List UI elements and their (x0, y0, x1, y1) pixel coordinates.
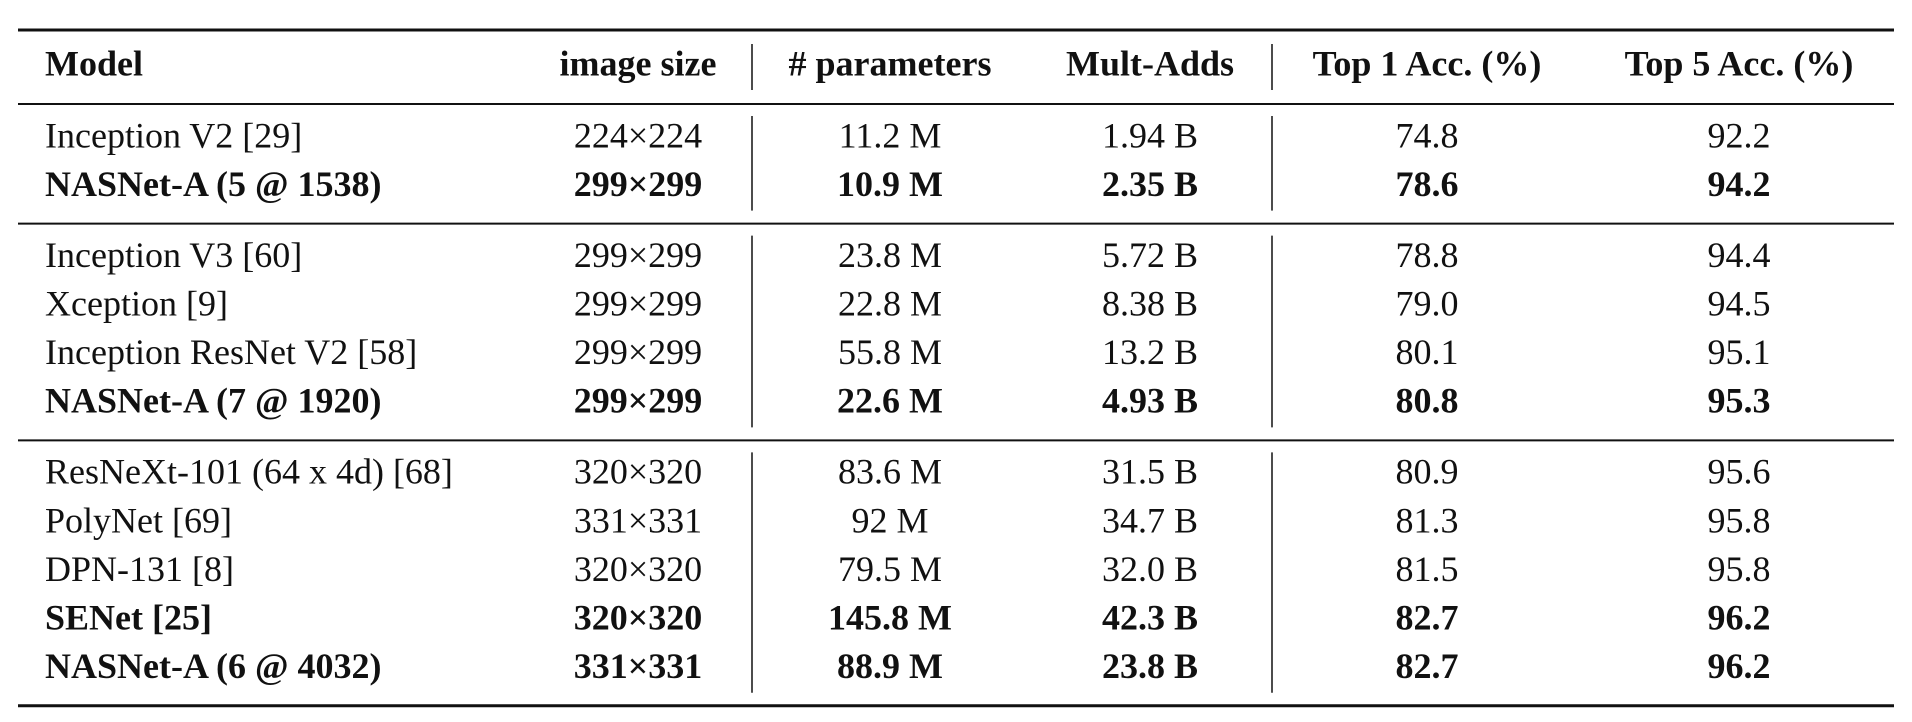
value-cell: 94.5 (1708, 283, 1771, 323)
model-name: DPN-131 [8] (45, 549, 234, 589)
model-name: Inception ResNet V2 [58] (45, 332, 417, 372)
value-cell: 299×299 (574, 164, 703, 204)
value-cell: 78.8 (1396, 235, 1459, 275)
value-cell: 79.5 M (838, 549, 942, 589)
value-cell: 81.5 (1396, 549, 1459, 589)
value-cell: 32.0 B (1102, 549, 1198, 589)
value-cell: 299×299 (574, 381, 703, 421)
header-cell: Top 5 Acc. (%) (1625, 43, 1854, 83)
model-name: NASNet-A (7 @ 1920) (45, 381, 381, 421)
value-cell: 78.6 (1396, 164, 1459, 204)
value-cell: 42.3 B (1102, 597, 1198, 637)
value-cell: 82.7 (1396, 646, 1459, 686)
model-name: Inception V3 [60] (45, 235, 302, 275)
value-cell: 5.72 B (1102, 235, 1198, 275)
value-cell: 80.8 (1396, 381, 1459, 421)
header-cell: Top 1 Acc. (%) (1313, 43, 1542, 83)
value-cell: 94.4 (1708, 235, 1771, 275)
model-name: ResNeXt-101 (64 x 4d) [68] (45, 452, 453, 492)
value-cell: 95.8 (1708, 500, 1771, 540)
value-cell: 80.9 (1396, 452, 1459, 492)
header-cell: # parameters (789, 43, 992, 83)
value-cell: 80.1 (1396, 332, 1459, 372)
value-cell: 81.3 (1396, 500, 1459, 540)
value-cell: 145.8 M (828, 597, 952, 637)
value-cell: 320×320 (574, 452, 702, 492)
value-cell: 10.9 M (837, 164, 943, 204)
value-cell: 224×224 (574, 115, 702, 155)
value-cell: 96.2 (1708, 646, 1771, 686)
value-cell: 23.8 B (1102, 646, 1198, 686)
value-cell: 92.2 (1708, 115, 1771, 155)
value-cell: 83.6 M (838, 452, 942, 492)
value-cell: 320×320 (574, 549, 702, 589)
value-cell: 13.2 B (1102, 332, 1198, 372)
model-name: Inception V2 [29] (45, 115, 302, 155)
model-name: NASNet-A (5 @ 1538) (45, 164, 381, 204)
value-cell: 8.38 B (1102, 283, 1198, 323)
value-cell: 1.94 B (1102, 115, 1198, 155)
value-cell: 22.8 M (838, 283, 942, 323)
value-cell: 331×331 (574, 500, 702, 540)
value-cell: 34.7 B (1102, 500, 1198, 540)
model-name: PolyNet [69] (45, 500, 232, 540)
value-cell: 55.8 M (838, 332, 942, 372)
value-cell: 299×299 (574, 332, 702, 372)
header-cell: Mult-Adds (1066, 43, 1234, 83)
value-cell: 74.8 (1396, 115, 1459, 155)
value-cell: 31.5 B (1102, 452, 1198, 492)
model-name: Xception [9] (45, 283, 228, 323)
value-cell: 79.0 (1396, 283, 1459, 323)
value-cell: 95.6 (1708, 452, 1771, 492)
model-name: NASNet-A (6 @ 4032) (45, 646, 381, 686)
value-cell: 2.35 B (1102, 164, 1198, 204)
value-cell: 11.2 M (839, 115, 942, 155)
value-cell: 95.3 (1708, 381, 1771, 421)
header-cell: image size (560, 43, 717, 83)
value-cell: 92 M (851, 500, 928, 540)
value-cell: 299×299 (574, 283, 702, 323)
value-cell: 4.93 B (1102, 381, 1198, 421)
value-cell: 23.8 M (838, 235, 942, 275)
value-cell: 299×299 (574, 235, 702, 275)
value-cell: 94.2 (1708, 164, 1771, 204)
value-cell: 320×320 (574, 597, 703, 637)
model-name: SENet [25] (45, 597, 212, 637)
value-cell: 22.6 M (837, 381, 943, 421)
value-cell: 96.2 (1708, 597, 1771, 637)
value-cell: 331×331 (574, 646, 703, 686)
header-cell: Model (45, 43, 143, 83)
value-cell: 95.1 (1708, 332, 1771, 372)
value-cell: 88.9 M (837, 646, 943, 686)
value-cell: 95.8 (1708, 549, 1771, 589)
value-cell: 82.7 (1396, 597, 1459, 637)
